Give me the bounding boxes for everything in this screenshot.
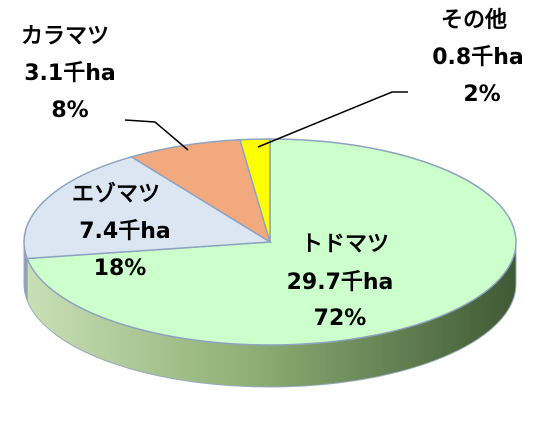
label-ezomatsu-name: エゾマツ [72, 181, 160, 207]
label-todomatsu-value: 29.7千ha [287, 270, 394, 295]
label-todomatsu-name: トドマツ [301, 232, 389, 257]
pie-slice-todomatsu [26, 138, 517, 346]
pie-slices [23, 138, 517, 346]
label-karamatsu-name: カラマツ [21, 24, 109, 49]
label-karamatsu-value: 3.1千ha [24, 61, 115, 86]
leader-lines [124, 91, 408, 151]
label-ezomatsu-percent: 18% [94, 256, 147, 281]
leader-line-sonota [257, 91, 408, 148]
leader-line-karamatsu [124, 119, 189, 151]
label-sonota-value: 0.8千ha [432, 45, 523, 70]
label-sonota-percent: 2% [463, 82, 500, 107]
pie-slice-sonota [238, 138, 271, 243]
label-todomatsu-percent: 72% [314, 306, 367, 331]
label-karamatsu-percent: 8% [51, 98, 88, 123]
label-sonota-name: その他 [441, 8, 507, 33]
label-ezomatsu-value: 7.4千ha [79, 219, 170, 244]
pie-slice-ezomatsu [23, 156, 273, 260]
